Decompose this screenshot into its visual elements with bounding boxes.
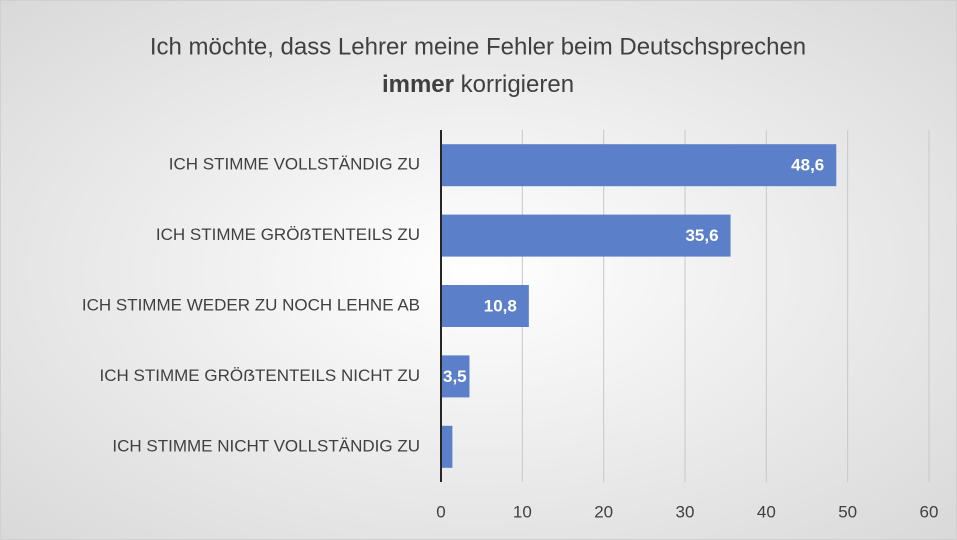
chart-title: immer korrigieren [382, 71, 574, 98]
data-label: 10,8 [484, 296, 517, 315]
data-label: 3,5 [443, 367, 467, 386]
y-tick-label: ICH STIMME NICHT VOLLSTÄNDIG ZU [112, 436, 420, 455]
x-tick-label: 10 [513, 502, 532, 521]
x-tick-label: 20 [594, 502, 613, 521]
bar [441, 144, 837, 187]
y-tick-label: ICH STIMME GRÖẞTENTEILS NICHT ZU [100, 366, 420, 385]
bar [441, 355, 470, 398]
chart-title: Ich möchte, dass Lehrer meine Fehler bei… [150, 33, 806, 60]
data-label: 48,6 [791, 156, 824, 175]
x-tick-label: 0 [436, 502, 445, 521]
title-rest: korrigieren [461, 71, 574, 98]
data-label: 35,6 [685, 226, 718, 245]
x-tick-label: 30 [676, 502, 695, 521]
title-emphasis: immer [382, 71, 454, 98]
y-tick-label: ICH STIMME VOLLSTÄNDIG ZU [169, 155, 420, 174]
bar [441, 285, 529, 327]
y-tick-label: ICH STIMME GRÖẞTENTEILS ZU [156, 225, 420, 244]
bar [441, 214, 731, 257]
y-tick-label: ICH STIMME WEDER ZU NOCH LEHNE AB [82, 295, 420, 314]
x-tick-label: 50 [838, 502, 857, 521]
bar [441, 425, 453, 468]
x-tick-label: 60 [920, 502, 939, 521]
x-tick-label: 40 [757, 502, 776, 521]
